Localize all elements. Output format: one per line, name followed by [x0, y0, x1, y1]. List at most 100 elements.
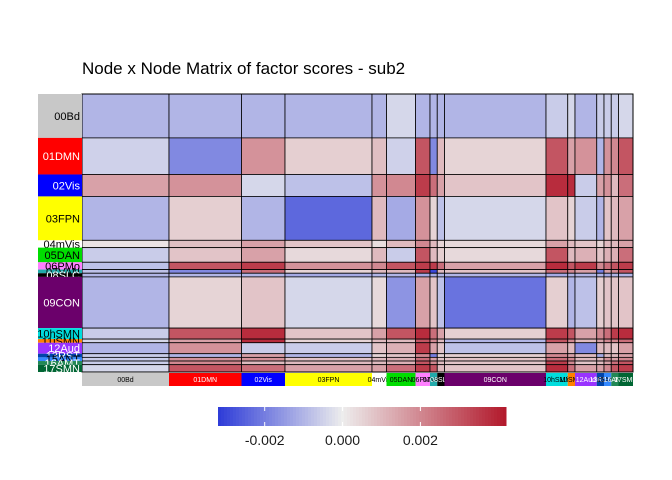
matrix-cell [436, 247, 445, 263]
colorbar-segment [377, 407, 381, 426]
matrix-cell [284, 327, 373, 340]
matrix-cell [574, 174, 598, 197]
matrix-cell [603, 360, 612, 366]
matrix-cell [386, 342, 416, 355]
matrix-cell [567, 327, 576, 340]
matrix-cell [81, 269, 170, 274]
matrix-cell [386, 327, 416, 340]
matrix-cell [415, 342, 431, 355]
matrix-cell [429, 356, 438, 362]
colorbar-segment [356, 407, 360, 426]
column-label-text: 15ANT [597, 377, 620, 384]
matrix-cell [81, 364, 170, 373]
column-label-text: 02Vis [255, 377, 273, 384]
matrix-cell [545, 276, 569, 329]
matrix-cell [284, 360, 373, 366]
matrix-cell [371, 356, 387, 362]
colorbar-segment [395, 407, 399, 426]
matrix-cell [415, 353, 431, 358]
matrix-cell [429, 360, 438, 366]
matrix-cell [603, 272, 612, 278]
colorbar-segment [326, 407, 330, 426]
matrix-cell [371, 239, 387, 249]
matrix-cell [567, 93, 576, 139]
matrix-cell [610, 338, 619, 344]
row-label-swatch [38, 262, 82, 270]
matrix-cell [436, 137, 445, 175]
matrix-cell [241, 356, 286, 362]
colorbar-segment [389, 407, 393, 426]
matrix-cell [81, 356, 170, 362]
matrix-cell [81, 247, 170, 263]
matrix-cell [415, 174, 431, 197]
row-network-labels: 00Bd01DMN02Vis03FPN04mVis05DAN06PMo07VAN… [37, 94, 82, 375]
matrix-cell [610, 364, 619, 373]
matrix-cell [371, 196, 387, 241]
matrix-cell [603, 342, 612, 355]
matrix-cell [429, 353, 438, 358]
matrix-cell [596, 261, 605, 270]
column-label-text: 17SMN [614, 377, 637, 384]
matrix-cell [415, 269, 431, 274]
matrix-cell [596, 196, 605, 241]
row-label-swatch [38, 328, 82, 340]
matrix-cell [596, 247, 605, 263]
matrix-cell [436, 174, 445, 197]
matrix-cell [444, 196, 547, 241]
matrix-cell [436, 239, 445, 249]
matrix-cell [545, 342, 569, 355]
matrix-cell [596, 239, 605, 249]
colorbar-segment [230, 407, 234, 426]
row-label-swatch [38, 196, 82, 241]
matrix-cell [81, 353, 170, 358]
matrix-cell [574, 356, 598, 362]
colorbar-segment [266, 407, 270, 426]
row-label-swatch [38, 339, 82, 343]
matrix-cell [618, 364, 634, 373]
matrix-cell [545, 261, 569, 270]
matrix-cell [371, 272, 387, 278]
row-label-text: 03FPN [46, 213, 80, 225]
matrix-cell [284, 137, 373, 175]
matrix-cell [168, 364, 242, 373]
colorbar-segment [284, 407, 288, 426]
colorbar-tick-label: 0.000 [325, 432, 360, 448]
column-label-text: 03FPN [318, 377, 340, 384]
matrix-cell [596, 269, 605, 274]
matrix-cell [386, 272, 416, 278]
matrix-cell [444, 338, 547, 344]
row-label-text: 12Aud [48, 343, 80, 355]
matrix-cell [371, 269, 387, 274]
matrix-cell [610, 269, 619, 274]
matrix-cell [429, 269, 438, 274]
column-label-swatch [285, 373, 372, 386]
colorbar-segment [233, 407, 237, 426]
matrix-cell [545, 269, 569, 274]
matrix-cell [596, 93, 605, 139]
colorbar-segment [458, 407, 462, 426]
matrix-cell [545, 137, 569, 175]
matrix-cell [415, 137, 431, 175]
matrix-cell [618, 360, 634, 366]
colorbar-segment [227, 407, 231, 426]
column-label-text: 09CON [484, 377, 507, 384]
matrix-cell [618, 356, 634, 362]
matrix-cell [415, 276, 431, 329]
matrix-cells [81, 93, 634, 373]
column-label-swatch [596, 373, 604, 386]
row-label-text: 02Vis [53, 180, 81, 192]
matrix-cell [444, 269, 547, 274]
matrix-cell [415, 364, 431, 373]
matrix-cell [444, 261, 547, 270]
matrix-cell [444, 247, 547, 263]
matrix-cell [168, 137, 242, 175]
colorbar-segment [500, 407, 504, 426]
matrix-cell [284, 269, 373, 274]
matrix-cell [618, 247, 634, 263]
colorbar-segment [242, 407, 246, 426]
matrix-cell [241, 360, 286, 366]
matrix-cell [603, 364, 612, 373]
matrix-cell [545, 239, 569, 249]
colorbar-segment [323, 407, 327, 426]
matrix-cell [415, 360, 431, 366]
